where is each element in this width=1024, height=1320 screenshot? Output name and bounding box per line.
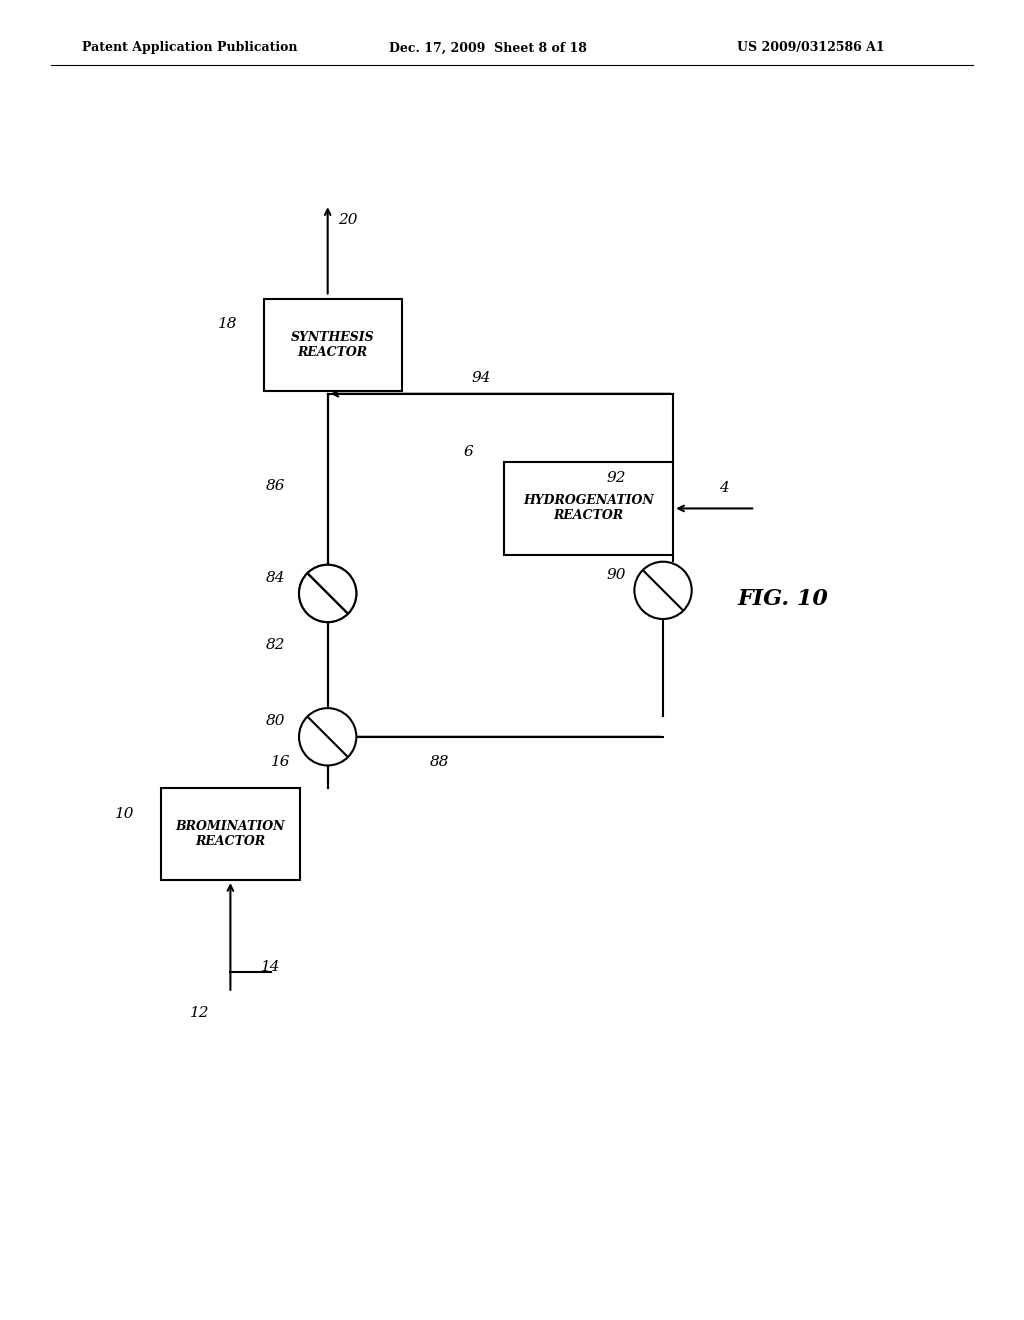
Text: 88: 88 [430,755,450,770]
Circle shape [634,562,692,619]
Circle shape [299,708,356,766]
Text: 18: 18 [218,317,238,331]
Text: BROMINATION
REACTOR: BROMINATION REACTOR [176,820,285,847]
Text: 4: 4 [719,480,729,495]
Text: US 2009/0312586 A1: US 2009/0312586 A1 [737,41,885,54]
Bar [162,788,299,880]
Circle shape [299,565,356,622]
Text: 6: 6 [463,445,473,459]
Text: 80: 80 [266,714,286,729]
Bar [504,462,674,554]
Bar [264,298,401,391]
Text: 10: 10 [115,807,135,821]
Text: 14: 14 [261,960,281,974]
Text: 12: 12 [189,1006,209,1020]
Text: SYNTHESIS
REACTOR: SYNTHESIS REACTOR [291,330,375,359]
Text: 20: 20 [338,213,357,227]
Text: 16: 16 [271,755,291,770]
Text: Dec. 17, 2009  Sheet 8 of 18: Dec. 17, 2009 Sheet 8 of 18 [389,41,587,54]
Text: FIG. 10: FIG. 10 [737,587,828,610]
Text: Patent Application Publication: Patent Application Publication [82,41,297,54]
Text: 84: 84 [266,572,286,585]
Text: 82: 82 [266,638,286,652]
Text: 90: 90 [606,568,627,582]
Text: 86: 86 [266,479,286,492]
Circle shape [299,565,356,622]
Text: 94: 94 [471,371,490,385]
Text: 92: 92 [606,471,627,484]
Text: HYDROGENATION
REACTOR: HYDROGENATION REACTOR [523,495,654,523]
